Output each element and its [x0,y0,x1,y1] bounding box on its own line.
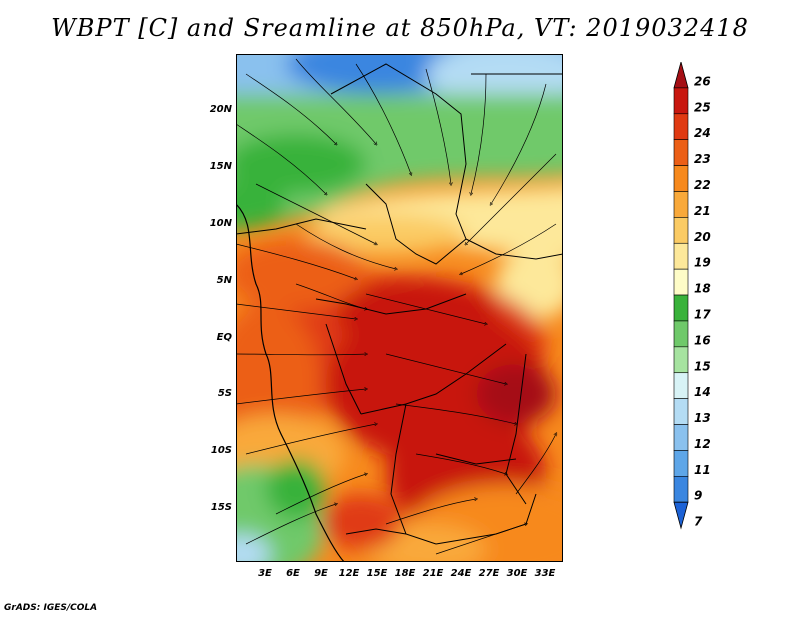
colorbar-segment [673,242,689,270]
country-borders [236,63,563,545]
lon-tick-12e: 12E [338,568,360,579]
lat-tick-15s: 15S [210,502,232,513]
lon-tick-3e: 3E [258,568,272,579]
lon-tick-9e: 9E [314,568,328,579]
colorbar-segment [673,217,689,244]
colorbar-segment [673,139,689,166]
colorbar-segment [673,450,689,477]
colorbar-segment [673,320,689,348]
colorbar-label: 23 [694,152,711,166]
colorbar-segment [673,268,689,296]
colorbar-label: 19 [694,256,711,270]
colorbar-segment [673,346,689,374]
colorbar-label: 17 [694,307,711,321]
lon-tick-15e: 15E [366,568,388,579]
lon-tick-18e: 18E [394,568,416,579]
colorbar-segment [673,372,689,399]
colorbar-label: 21 [694,204,711,218]
colorbar-label: 7 [694,515,703,529]
map-frame [236,54,563,562]
lon-tick-21e: 21E [422,568,444,579]
colorbar-label: 26 [694,74,711,88]
colorbar-label: 13 [694,411,711,425]
colorbar-label: 11 [694,463,711,477]
colorbar-label: 15 [694,359,711,373]
lat-tick-eq: EQ [216,332,232,343]
colorbar-label: 24 [694,126,711,140]
colorbar-segment [673,476,689,503]
lat-tick-15n: 15N [209,161,232,172]
map-panel [236,54,563,562]
colorbar-label: 22 [694,178,711,192]
colorbar-cap-top [673,62,689,89]
lat-tick-5n: 5N [216,275,232,286]
grads-credit: GrADS: IGES/COLA [4,603,98,613]
wbpt-field-map [236,54,563,562]
colorbar-segment [673,191,689,218]
lat-tick-10s: 10S [210,445,232,456]
lon-tick-24e: 24E [450,568,472,579]
colorbar-label: 14 [694,385,711,399]
lon-tick-33e: 33E [534,568,556,579]
colorbar-cap-bottom [673,501,689,530]
lat-tick-20n: 20N [209,104,232,115]
colorbar-segment [673,294,689,322]
colorbar-label: 18 [694,282,711,296]
map-title: WBPT [C] and Sreamline at 850hPa, VT: 20… [51,14,749,42]
colorbar-label: 9 [694,489,702,503]
coastline [236,203,346,562]
streamlines [236,58,556,555]
lon-tick-27e: 27E [478,568,500,579]
colorbar-segment [673,424,689,451]
temperature-field [236,54,563,562]
colorbar: 26 25 24 23 22 21 20 19 18 17 16 15 14 13 12 11 9 7 [673,62,711,530]
lat-tick-10n: 10N [209,218,232,229]
colorbar-label: 25 [694,100,711,114]
colorbar-segment [673,165,689,192]
colorbar-label: 16 [694,333,711,347]
lon-tick-6e: 6E [286,568,300,579]
lat-tick-5s: 5S [217,388,232,399]
colorbar-label: 20 [694,230,711,244]
colorbar-segment [673,398,689,425]
colorbar-label: 12 [694,437,711,451]
lon-tick-30e: 30E [506,568,528,579]
colorbar-segment [673,113,689,140]
colorbar-segment [673,87,689,115]
